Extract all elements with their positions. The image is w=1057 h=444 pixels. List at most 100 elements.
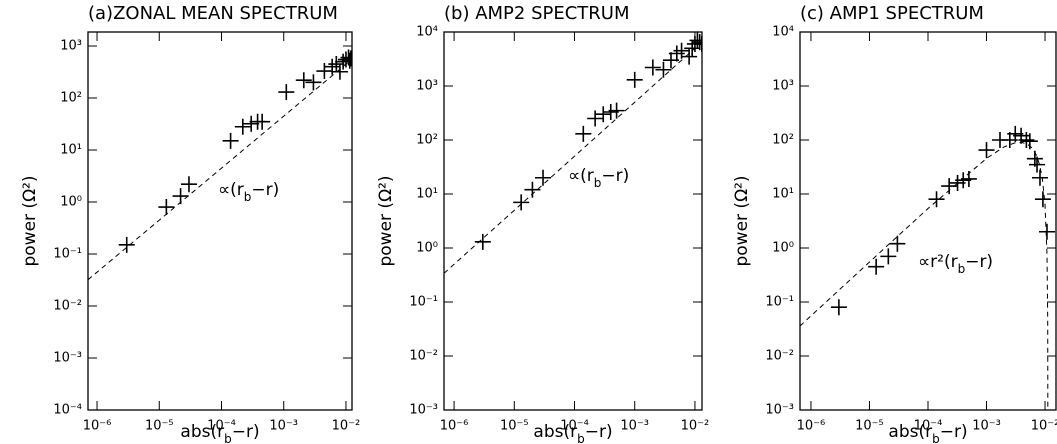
data-point — [180, 176, 197, 193]
plot-frame — [799, 31, 1057, 411]
panel: (b) AMP2 SPECTRUM 10⁻⁶ 10⁻⁵ 10⁻⁴ 10⁻³ 10⁻² 10⁻… — [376, 3, 710, 444]
data-point — [978, 142, 995, 159]
x-tick-label: 10⁻⁵ — [855, 419, 884, 434]
data-point — [830, 299, 847, 316]
y-tick-label: 10⁻² — [409, 349, 438, 364]
data-point — [889, 235, 906, 252]
y-tick-label: 10⁻⁴ — [53, 403, 82, 418]
data-point — [880, 248, 897, 265]
annotation-part: −r) — [965, 252, 993, 272]
data-point — [328, 56, 345, 73]
data-point — [243, 115, 260, 132]
annotation-part: ∝(r — [218, 180, 244, 200]
x-axis-label-part: −r) — [940, 422, 968, 442]
annotation-part: ∝(r — [568, 166, 594, 186]
x-tick-label: 10⁻⁵ — [500, 419, 529, 434]
y-axis-label: power (Ω²) — [732, 175, 752, 266]
data-point — [1021, 133, 1038, 150]
y-tick-label: 10⁻¹ — [53, 247, 82, 262]
data-point — [474, 233, 491, 250]
y-tick-label: 10⁻¹ — [409, 295, 438, 310]
data-point — [693, 35, 702, 52]
y-tick-label: 10² — [772, 133, 794, 148]
y-tick-label: 10² — [416, 133, 438, 148]
data-point — [655, 61, 672, 78]
y-tick-label: 10⁻³ — [765, 403, 794, 418]
x-tick-label: 10⁻⁶ — [83, 419, 112, 434]
data-point — [587, 110, 604, 127]
y-tick-label: 10¹ — [416, 187, 438, 202]
data-point — [928, 191, 945, 208]
annotation-part: b — [244, 190, 252, 204]
y-axis-label: power (Ω²) — [20, 175, 40, 266]
data-point — [691, 34, 702, 51]
panel-title: (b) AMP2 SPECTRUM — [444, 3, 630, 24]
data-point — [341, 52, 352, 69]
y-tick-label: 10³ — [772, 79, 794, 94]
x-axis-label-part: b — [224, 432, 232, 444]
y-tick-label: 10³ — [416, 79, 438, 94]
data-point — [118, 236, 135, 253]
data-point — [1029, 156, 1046, 173]
annotation: ∝r²(rb−r) — [918, 252, 993, 276]
x-tick-label: 10⁻² — [681, 419, 710, 434]
data-point — [960, 170, 977, 187]
data-point — [595, 106, 612, 123]
data-point — [513, 194, 530, 211]
x-tick-label: 10⁻³ — [972, 419, 1001, 434]
annotation: ∝(rb−r) — [218, 180, 279, 204]
x-tick-label: 10⁻⁶ — [440, 419, 469, 434]
annotation-part: −r) — [251, 180, 279, 200]
annotation-part: b — [594, 176, 602, 190]
data-point — [689, 32, 702, 49]
y-tick-label: 10⁰ — [416, 241, 438, 256]
y-tick-label: 10⁻² — [53, 299, 82, 314]
data-point — [644, 59, 661, 76]
y-axis-label: power (Ω²) — [376, 175, 396, 266]
data-point — [278, 84, 295, 101]
y-tick-label: 10⁻³ — [53, 351, 82, 366]
data-point — [575, 125, 592, 142]
y-tick-label: 10⁻² — [765, 349, 794, 364]
panel-title: (c) AMP1 SPECTRUM — [800, 3, 984, 24]
data-point — [234, 118, 251, 135]
x-axis-label-part: abs(r — [888, 422, 932, 442]
x-axis-label-part: abs(r — [180, 422, 224, 442]
data-point — [1031, 169, 1048, 186]
plot-frame — [443, 31, 703, 411]
y-tick-label: 10¹ — [60, 143, 82, 158]
fit-line — [88, 58, 352, 281]
data-point — [535, 169, 552, 186]
data-point — [222, 132, 239, 149]
y-tick-label: 10⁻³ — [409, 403, 438, 418]
fit-line — [800, 141, 1049, 410]
panel-title: (a)ZONAL MEAN SPECTRUM — [88, 3, 338, 24]
annotation: ∝(rb−r) — [568, 166, 629, 190]
x-axis-label: abs(rb−r) — [180, 422, 259, 444]
panel: (a)ZONAL MEAN SPECTRUM 10⁻⁶ 10⁻⁵ 10⁻⁴ 10⁻³ 10… — [20, 3, 360, 444]
data-point — [1038, 223, 1055, 240]
x-tick-label: 10⁻⁴ — [914, 419, 943, 434]
data-point — [158, 199, 175, 216]
y-tick-label: 10¹ — [772, 187, 794, 202]
data-point — [1034, 191, 1051, 208]
data-point — [524, 181, 541, 198]
fit-line — [444, 41, 702, 274]
data-point — [295, 72, 312, 89]
data-point — [342, 50, 352, 67]
x-tick-label: 10⁻² — [1031, 419, 1057, 434]
x-axis-label-part: b — [577, 432, 585, 444]
x-tick-label: 10⁻⁴ — [560, 419, 589, 434]
data-point — [681, 48, 698, 65]
y-tick-label: 10⁴ — [416, 25, 438, 40]
x-tick-label: 10⁻³ — [620, 419, 649, 434]
x-tick-label: 10⁻⁶ — [797, 419, 826, 434]
annotation-part: ∝r²(r — [918, 252, 958, 272]
data-point — [626, 71, 643, 88]
y-tick-label: 10³ — [60, 39, 82, 54]
x-axis-label-part: abs(r — [533, 422, 577, 442]
y-tick-label: 10⁻¹ — [765, 295, 794, 310]
data-point — [608, 102, 625, 119]
data-point — [868, 258, 885, 275]
